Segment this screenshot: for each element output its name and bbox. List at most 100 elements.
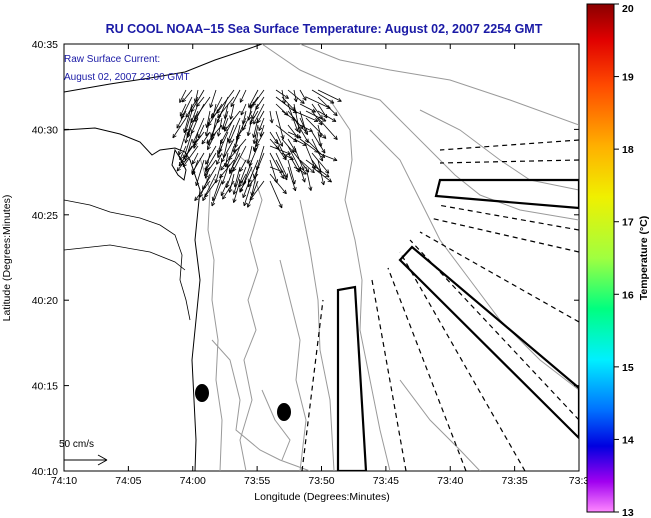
- current-vector-head: [253, 147, 257, 152]
- current-vector: [293, 117, 309, 143]
- current-vector: [209, 89, 217, 108]
- current-vector: [242, 110, 253, 131]
- current-vector-head: [240, 112, 245, 116]
- current-vector-head: [172, 135, 177, 139]
- station-marker-1: [195, 384, 209, 402]
- current-vector-head: [232, 198, 235, 203]
- current-vector-head: [220, 166, 222, 171]
- y-tick-label: 40:20: [32, 295, 58, 307]
- current-vector-head: [287, 150, 291, 155]
- current-vector-head: [206, 141, 211, 144]
- current-vector: [192, 152, 199, 165]
- current-vector: [275, 145, 287, 161]
- current-vector-head: [233, 183, 236, 188]
- current-vector-head: [192, 171, 196, 176]
- current-vector: [205, 152, 217, 171]
- current-vector: [229, 173, 235, 193]
- current-vector-head: [303, 170, 307, 175]
- current-vector: [260, 124, 265, 137]
- current-annotation-line2: August 02, 2007 23:00 GMT: [64, 72, 190, 83]
- current-vector: [269, 152, 285, 179]
- current-vector: [172, 117, 187, 139]
- current-vector: [287, 138, 297, 153]
- current-vector-head: [318, 122, 323, 126]
- current-vector: [317, 131, 322, 147]
- current-vector: [238, 173, 247, 188]
- current-vector: [269, 131, 279, 145]
- current-vector-head: [233, 191, 237, 195]
- current-vector: [275, 159, 288, 181]
- current-vector-head: [176, 125, 181, 129]
- current-vector-head: [249, 106, 254, 109]
- current-vector: [287, 103, 299, 132]
- current-vector: [251, 166, 259, 196]
- current-vector-head: [243, 202, 248, 207]
- current-vector: [226, 145, 235, 168]
- current-vector: [239, 89, 247, 103]
- current-vector: [185, 96, 199, 118]
- current-vector: [299, 166, 306, 183]
- radar-footprints: [336, 178, 579, 471]
- current-vector-head: [182, 99, 187, 103]
- current-vector-head: [303, 128, 307, 133]
- current-vector-head: [301, 178, 306, 183]
- current-vector-head: [292, 140, 298, 143]
- current-vector-head: [229, 115, 231, 120]
- current-annotation-line1: Raw Surface Current:: [64, 54, 160, 65]
- current-vector: [293, 145, 305, 171]
- x-axis-label: Longitude (Degrees:Minutes): [254, 491, 389, 503]
- colorbar-ticks: 20 19 18 17 16 15 14 13: [614, 3, 634, 518]
- current-vector-head: [242, 127, 246, 131]
- current-vector-head: [249, 121, 254, 125]
- current-vector: [275, 131, 283, 147]
- x-tick-label: 73:3: [569, 475, 590, 487]
- current-vector: [311, 131, 326, 154]
- colorbar-tick-label: 18: [622, 144, 634, 156]
- x-tick-label: 74:10: [51, 475, 77, 487]
- current-vector-head: [238, 184, 243, 188]
- colorbar-label: Temperature (°C): [638, 216, 650, 301]
- current-vector-head: [182, 154, 185, 159]
- current-vector-head: [194, 196, 196, 201]
- current-vector-head: [201, 140, 203, 145]
- y-tick-label: 40:35: [32, 39, 58, 51]
- current-vector-head: [219, 175, 224, 179]
- current-vector-head: [321, 150, 326, 154]
- current-vector-head: [222, 153, 225, 158]
- current-vector-head: [269, 119, 273, 124]
- current-vector: [222, 180, 235, 200]
- current-vector-head: [302, 97, 307, 101]
- current-vector-head: [199, 194, 204, 198]
- current-vector-head: [180, 158, 182, 163]
- current-vector-head: [249, 104, 251, 109]
- current-vector: [269, 159, 278, 184]
- y-tick-label: 40:25: [32, 210, 58, 222]
- current-vector-head: [327, 104, 331, 109]
- current-vector-head: [184, 139, 186, 144]
- current-vector-head: [195, 181, 197, 186]
- current-vector-head: [221, 181, 226, 185]
- current-vector-head: [217, 115, 222, 119]
- current-vector: [311, 138, 324, 162]
- current-vector-head: [201, 141, 206, 145]
- current-vector-head: [178, 163, 183, 167]
- current-vector: [224, 103, 229, 119]
- current-vector: [249, 180, 265, 201]
- current-vector-head: [249, 163, 253, 167]
- current-vector-head: [312, 108, 316, 113]
- current-vector-head: [232, 148, 235, 153]
- current-vector: [186, 110, 199, 137]
- current-vector-head: [310, 186, 313, 191]
- current-vector: [233, 173, 241, 195]
- current-vector-head: [196, 102, 198, 107]
- current-vector: [317, 152, 338, 161]
- current-vector: [205, 145, 217, 165]
- map-title: RU COOL NOAA–15 Sea Surface Temperature:…: [106, 22, 543, 36]
- current-vector-head: [318, 116, 323, 120]
- current-vector-head: [252, 133, 254, 138]
- current-vector: [224, 110, 241, 132]
- current-vector-head: [338, 97, 342, 102]
- current-vector: [184, 138, 193, 161]
- current-vector-head: [325, 175, 330, 178]
- current-vector-head: [327, 169, 330, 174]
